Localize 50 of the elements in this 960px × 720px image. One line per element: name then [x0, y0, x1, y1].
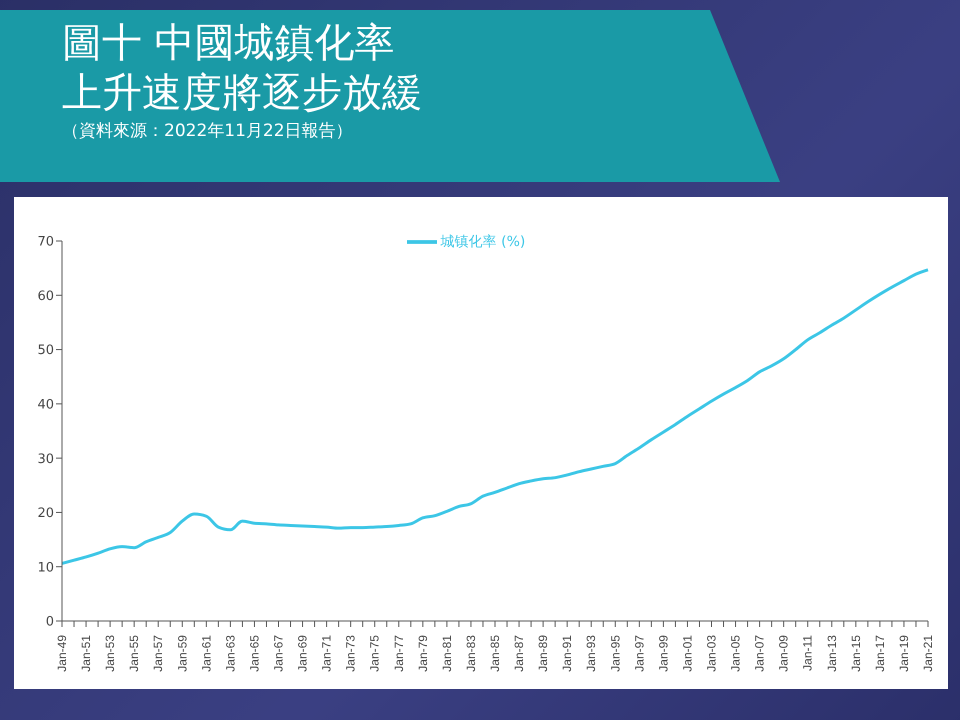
y-tick-label: 50 [37, 343, 54, 358]
x-tick-label: Jan-77 [392, 634, 406, 672]
x-tick-label: Jan-53 [103, 634, 118, 672]
y-tick-label: 0 [46, 614, 54, 630]
x-tick-label: Jan-57 [151, 634, 166, 672]
x-tick-label: Jan-67 [272, 634, 286, 672]
x-tick-label: Jan-83 [464, 634, 478, 672]
x-tick-label: Jan-07 [752, 634, 767, 672]
x-tick-label: Jan-75 [368, 634, 382, 672]
x-tick-label: Jan-99 [656, 634, 670, 672]
x-tick-label: Jan-71 [320, 634, 334, 672]
x-tick-label: Jan-09 [776, 634, 791, 672]
x-tick-label: Jan-85 [488, 634, 502, 672]
y-tick-label: 70 [37, 234, 54, 250]
x-tick-label: Jan-51 [79, 634, 94, 672]
x-tick-label: Jan-19 [896, 634, 911, 672]
y-tick-label: 20 [37, 506, 54, 522]
x-tick-label: Jan-65 [247, 634, 262, 672]
x-tick-label: Jan-59 [175, 634, 190, 672]
x-tick-label: Jan-97 [632, 634, 646, 672]
x-tick-label: Jan-81 [440, 634, 454, 672]
y-tick-label: 40 [37, 397, 54, 412]
text: （資料來源：2022年11月22日報告） [62, 120, 354, 143]
x-tick-label: Jan-21 [921, 634, 935, 672]
x-tick-label: Jan-03 [704, 634, 718, 672]
x-tick-label: Jan-87 [512, 634, 526, 672]
x-tick-label: Jan-93 [584, 634, 598, 672]
x-tick-label: Jan-95 [608, 634, 622, 672]
legend-label: 城镇化率 (%) [440, 234, 526, 250]
x-tick-label: Jan-05 [728, 634, 743, 672]
line-series [60, 268, 930, 565]
x-tick-label: Jan-01 [680, 634, 694, 672]
x-tick-label: Jan-49 [55, 634, 69, 672]
x-tick-label: Jan-15 [848, 634, 863, 672]
y-tick-label: 10 [37, 560, 54, 576]
x-tick-label: Jan-17 [872, 634, 887, 672]
x-tick-label: Jan-69 [296, 634, 310, 672]
x-tick-label: Jan-91 [560, 634, 574, 672]
x-tick-label: Jan-11 [800, 634, 815, 671]
x-tick-label: Jan-73 [344, 634, 358, 672]
chart-subtitle: 上升速度將逐步放緩 [62, 69, 422, 118]
y-tick-label: 60 [37, 288, 54, 304]
x-tick-label: Jan-89 [536, 634, 550, 672]
x-tick-label: Jan-63 [223, 634, 238, 672]
x-tick-label: Jan-55 [127, 634, 142, 672]
x-tick-label: Jan-13 [824, 634, 839, 672]
x-tick-label: Jan-61 [199, 634, 214, 672]
y-tick-label: 30 [37, 452, 54, 467]
x-tick-label: Jan-79 [416, 634, 430, 672]
chart-title: 圖十 中國城鎮化率 [62, 19, 396, 68]
